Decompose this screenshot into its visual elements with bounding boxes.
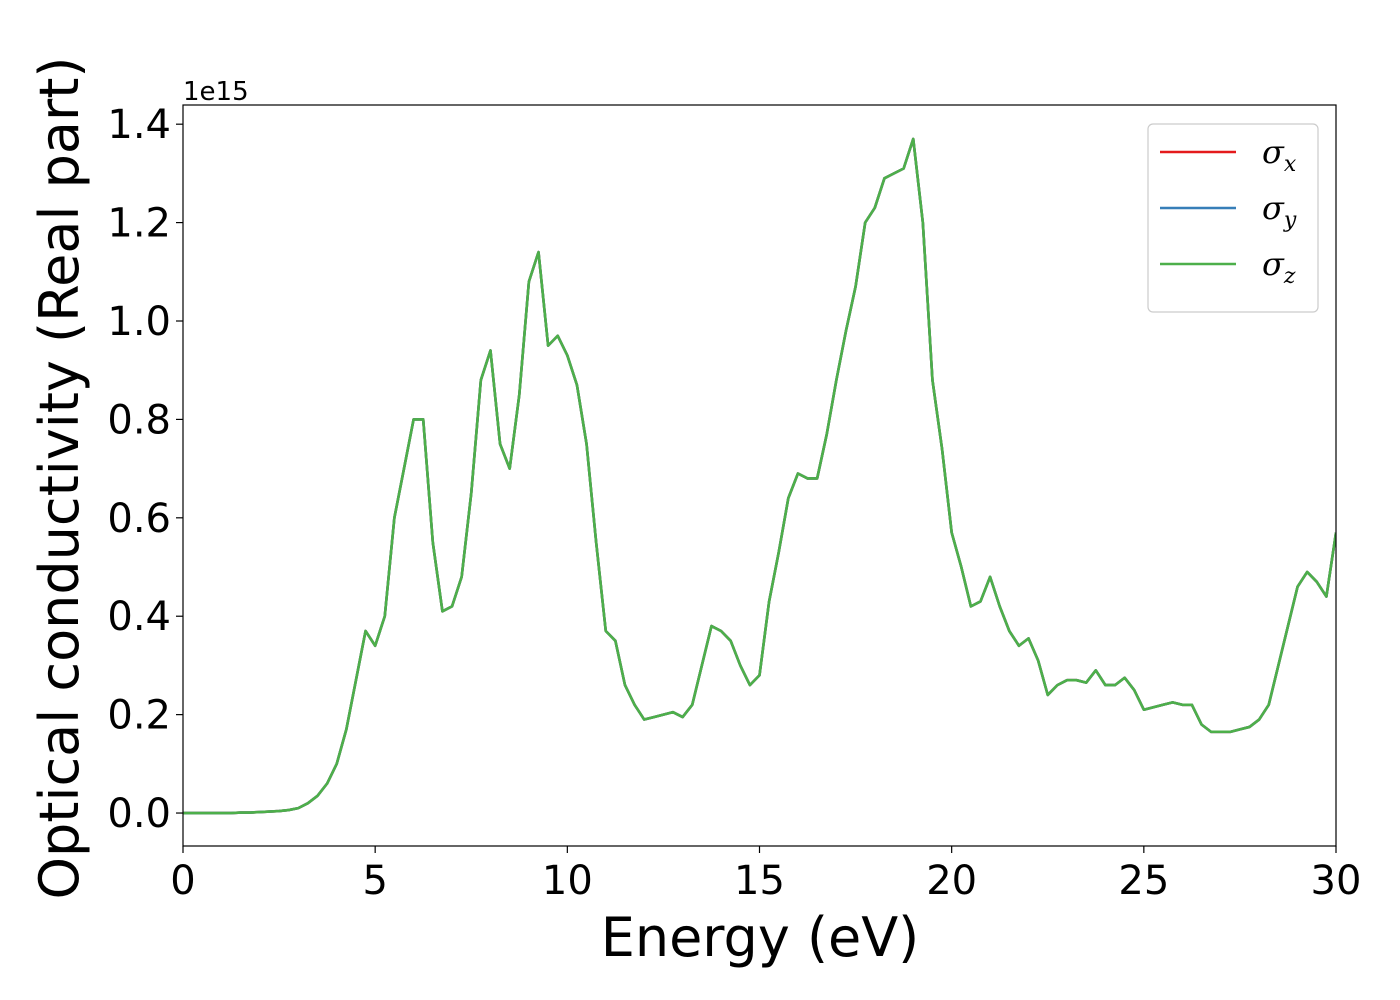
series-line [183, 137, 1336, 815]
x-tick-label: 10 [542, 858, 593, 904]
offset-text: 1e15 [183, 77, 249, 107]
plot-frame [182, 104, 1337, 847]
y-tick-label: 1.0 [107, 299, 171, 345]
x-tick-label: 30 [1311, 858, 1362, 904]
y-tick-label: 0.0 [107, 791, 171, 837]
y-tick-label: 0.6 [107, 496, 171, 542]
y-tick-label: 0.2 [107, 693, 171, 739]
y-tick-label: 0.8 [107, 397, 171, 443]
x-tick-label: 0 [170, 858, 195, 904]
x-axis-label: Energy (eV) [601, 906, 920, 969]
x-tick-label: 5 [362, 858, 387, 904]
y-tick-label: 1.2 [107, 201, 171, 247]
x-tick-label: 20 [926, 858, 977, 904]
y-tick-label: 0.4 [107, 594, 171, 640]
y-tick-label: 1.4 [107, 102, 171, 148]
x-tick-label: 15 [734, 858, 785, 904]
y-axis-label: Optical conductivity (Real part) [28, 57, 91, 900]
legend-label: σy [1262, 189, 1297, 233]
x-tick-label: 25 [1118, 858, 1169, 904]
